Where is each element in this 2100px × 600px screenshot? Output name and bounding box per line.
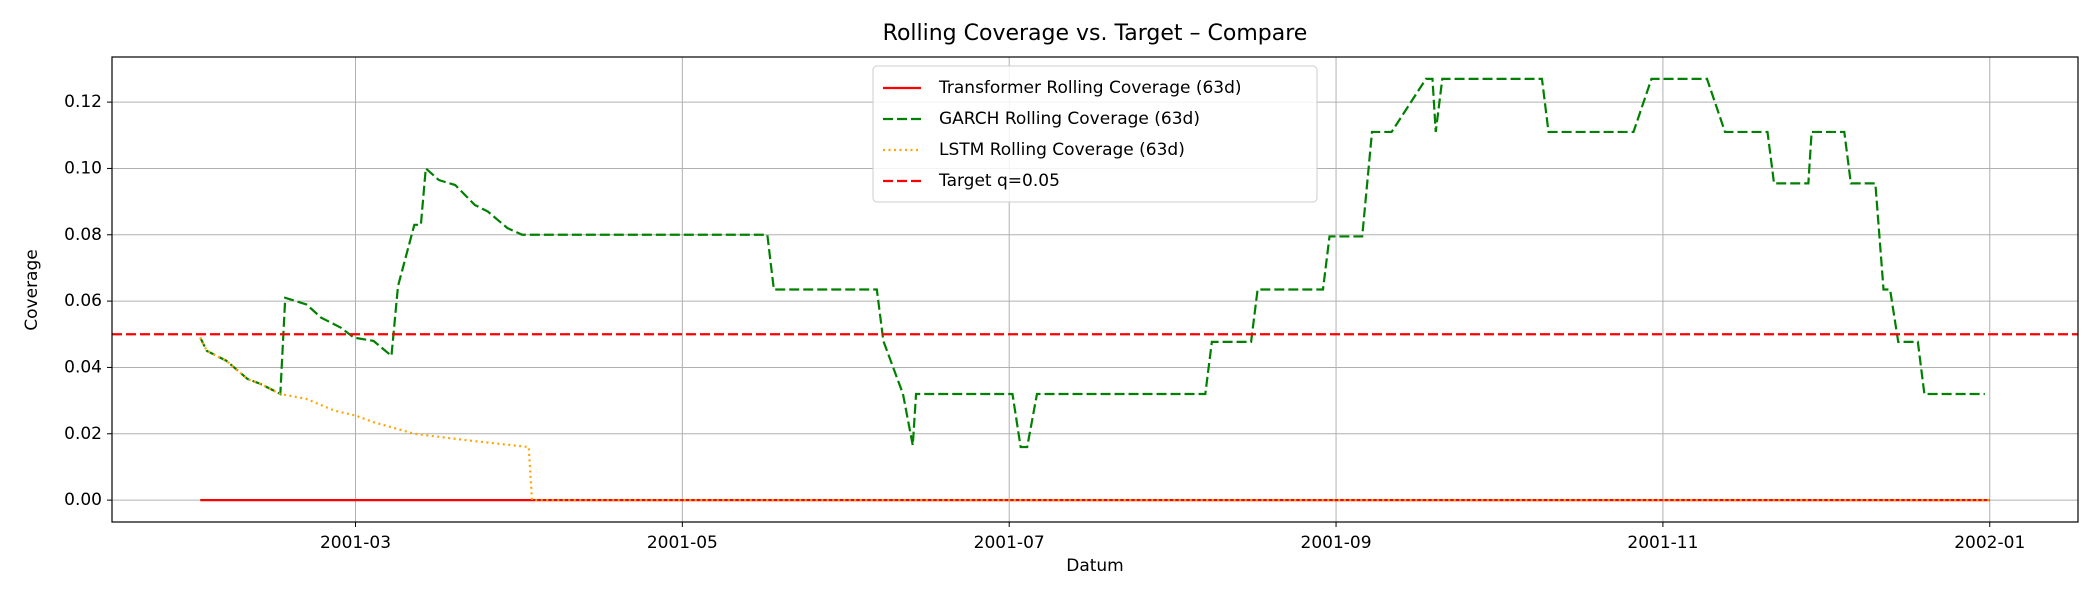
x-axis-label: Datum — [1066, 556, 1124, 576]
plot-frame — [111, 56, 2079, 523]
legend-label: Transformer Rolling Coverage (63d) — [938, 78, 1242, 98]
x-tick-label: 2001-07 — [974, 533, 1045, 553]
series-line — [199, 77, 1985, 449]
x-tick-label: 2001-05 — [647, 533, 718, 553]
legend-label: LSTM Rolling Coverage (63d) — [939, 140, 1185, 160]
y-tick-label: 0.02 — [64, 424, 102, 444]
y-tick-label: 0.08 — [64, 225, 102, 245]
y-tick-label: 0.10 — [64, 158, 102, 178]
x-tick-label: 2001-03 — [320, 533, 391, 553]
x-tick-label: 2002-01 — [1954, 533, 2025, 553]
legend-box — [872, 65, 1318, 203]
legend-label: GARCH Rolling Coverage (63d) — [939, 109, 1200, 129]
y-tick-label: 0.04 — [64, 357, 102, 377]
y-tick-label: 0.12 — [64, 92, 102, 112]
x-tick-label: 2001-09 — [1301, 533, 1372, 553]
x-tick-label: 2001-11 — [1627, 533, 1698, 553]
y-tick-label: 0.06 — [64, 291, 102, 311]
chart-title: Rolling Coverage vs. Target – Compare — [883, 21, 1308, 46]
legend-label: Target q=0.05 — [938, 171, 1060, 191]
y-axis-label: Coverage — [22, 249, 42, 330]
series-line — [199, 337, 1990, 502]
y-tick-label: 0.00 — [64, 490, 102, 510]
